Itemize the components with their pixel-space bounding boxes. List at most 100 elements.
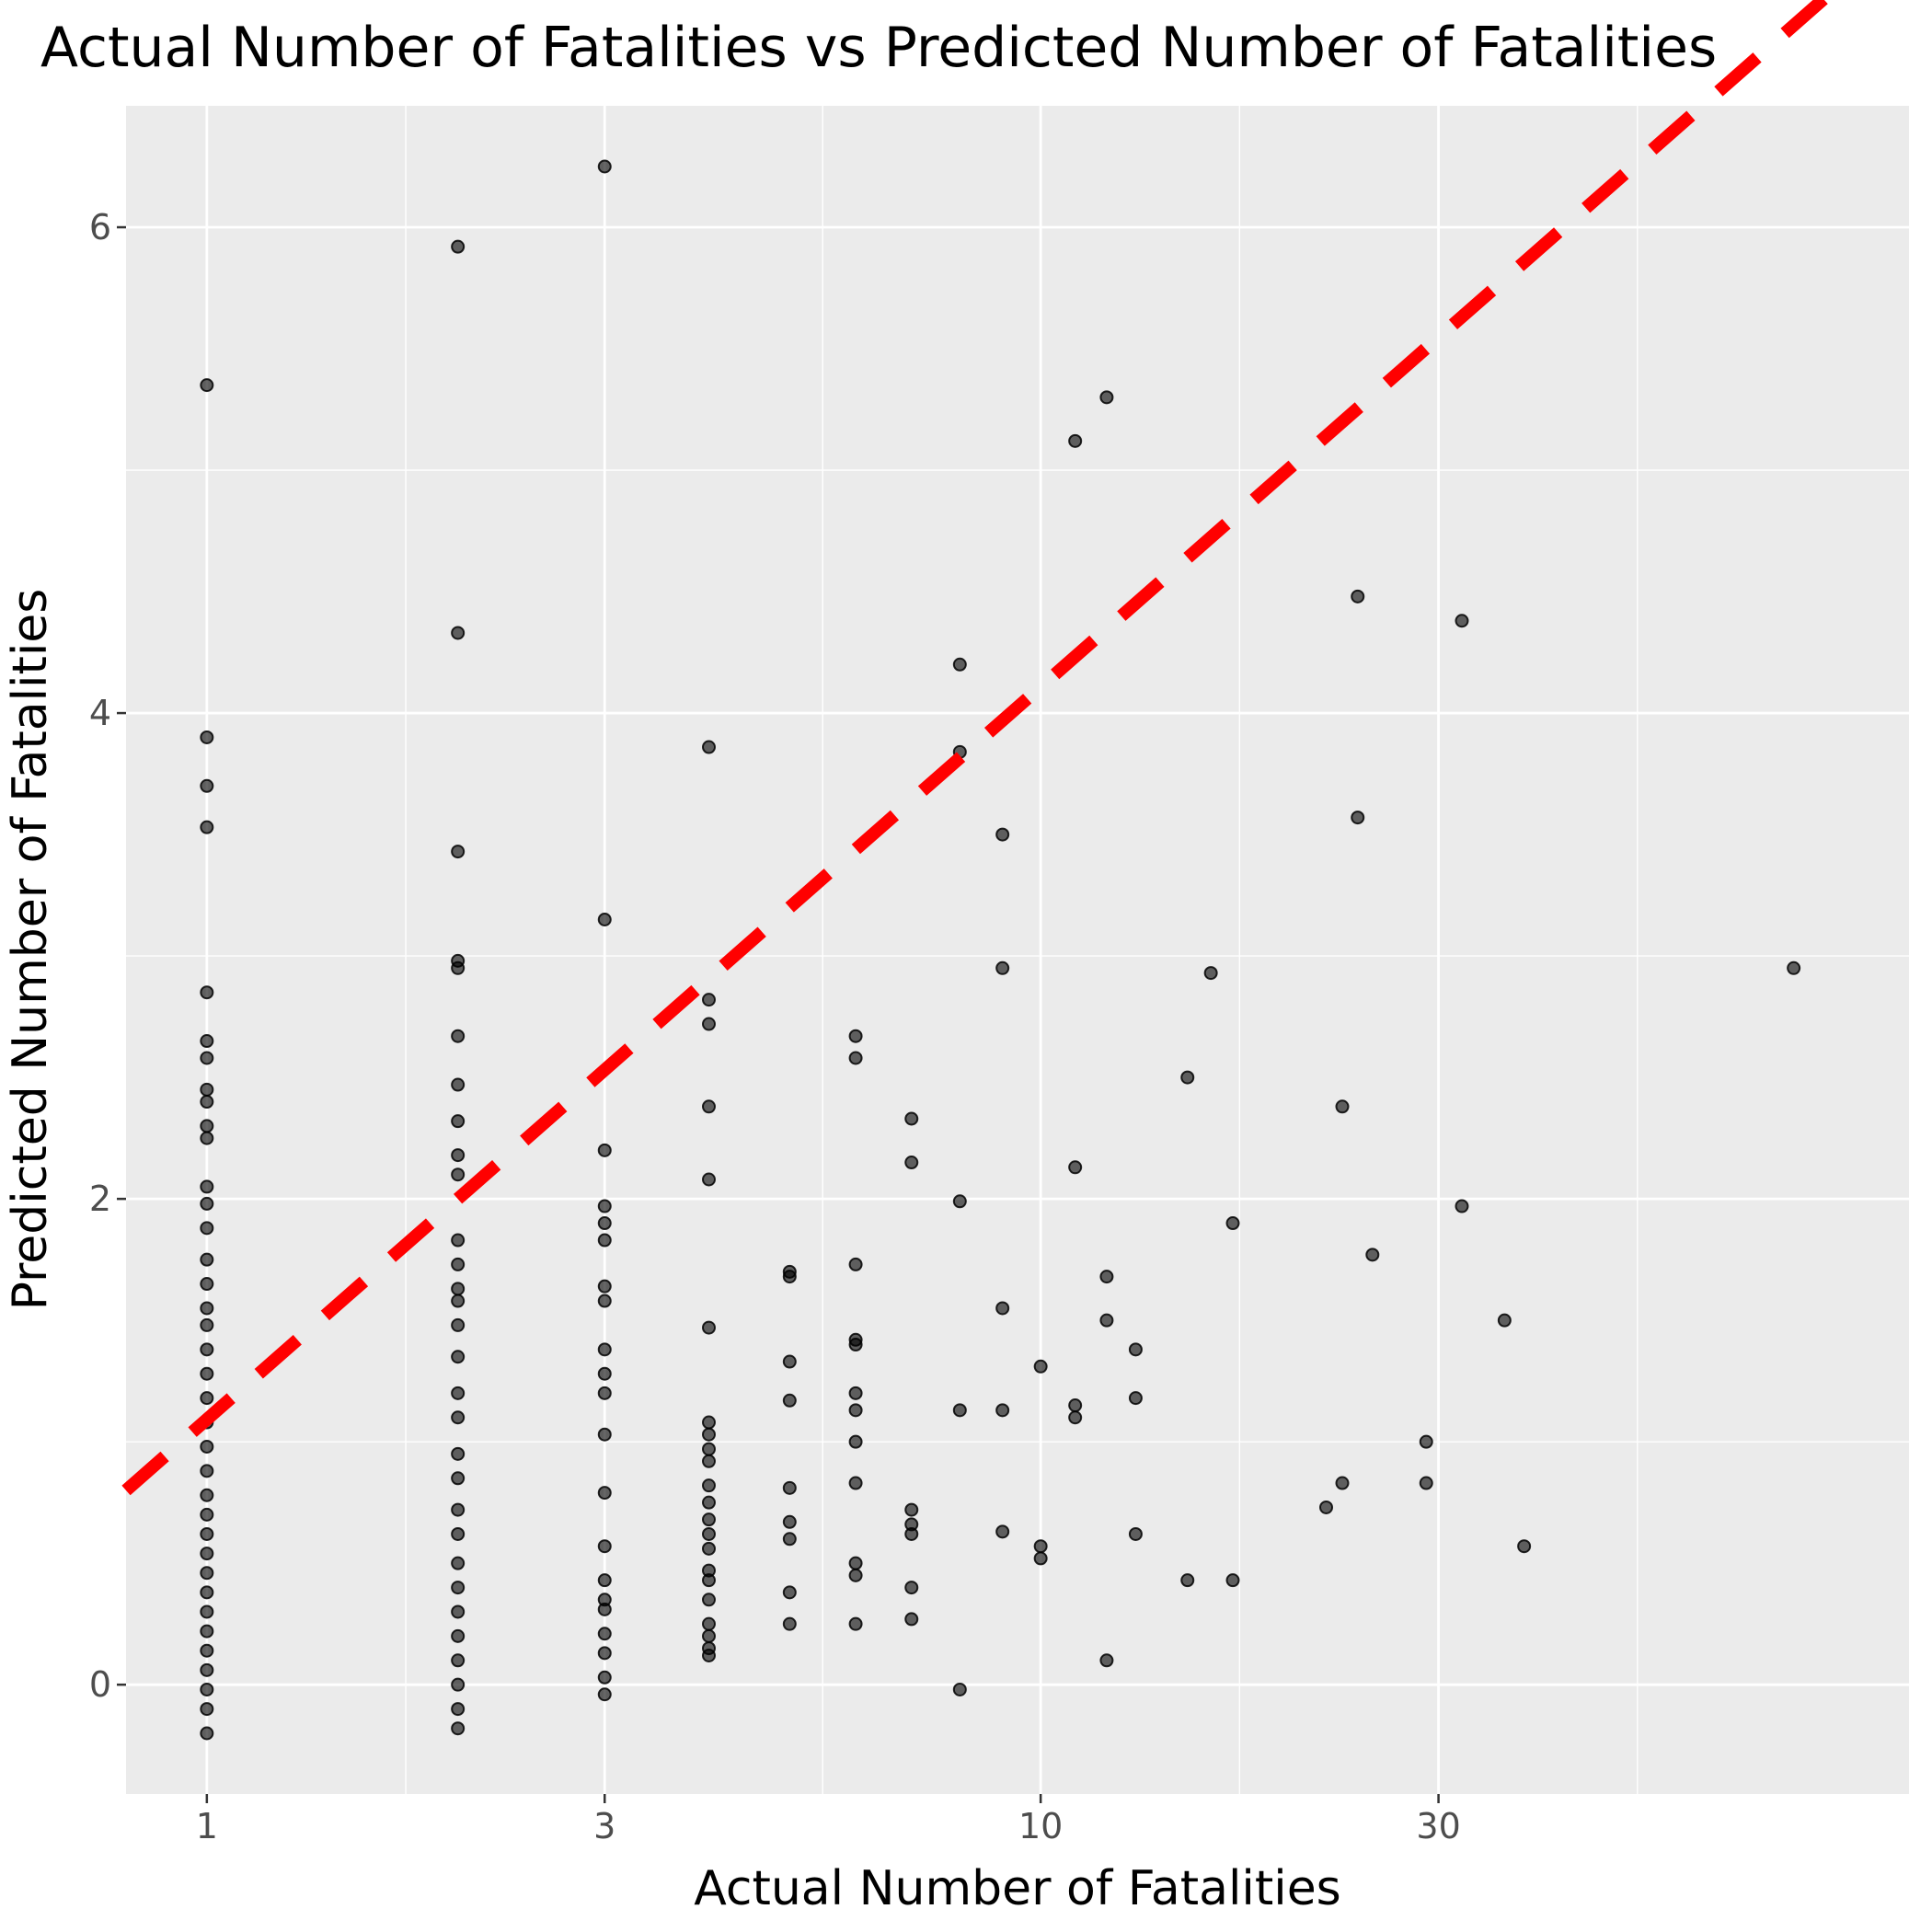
data-point bbox=[1365, 1248, 1380, 1262]
data-point bbox=[848, 1051, 863, 1065]
data-point bbox=[200, 1196, 214, 1211]
data-point bbox=[597, 1486, 612, 1501]
data-point bbox=[200, 1366, 214, 1381]
data-point bbox=[597, 1670, 612, 1685]
data-point bbox=[1128, 1526, 1143, 1541]
data-point bbox=[451, 1556, 466, 1570]
data-point bbox=[451, 1702, 466, 1717]
data-point bbox=[200, 1131, 214, 1145]
data-point bbox=[200, 1547, 214, 1561]
data-point bbox=[782, 1354, 797, 1369]
data-point bbox=[200, 1034, 214, 1049]
data-point bbox=[701, 1541, 716, 1556]
data-point bbox=[451, 1350, 466, 1364]
data-point bbox=[782, 1480, 797, 1495]
data-point bbox=[597, 1386, 612, 1400]
data-point bbox=[597, 1646, 612, 1661]
data-point bbox=[597, 1573, 612, 1588]
data-point bbox=[200, 778, 214, 793]
data-point bbox=[1419, 1476, 1433, 1490]
data-point bbox=[995, 1403, 1010, 1418]
data-point bbox=[451, 1502, 466, 1517]
data-point bbox=[451, 1471, 466, 1486]
data-point bbox=[701, 993, 716, 1007]
data-point bbox=[848, 1029, 863, 1043]
data-point bbox=[1455, 1199, 1469, 1213]
data-point bbox=[848, 1257, 863, 1271]
data-point bbox=[200, 1488, 214, 1502]
data-point bbox=[1180, 1573, 1195, 1588]
data-point bbox=[1099, 1313, 1114, 1328]
data-point bbox=[200, 1624, 214, 1639]
data-point bbox=[200, 1585, 214, 1600]
data-point bbox=[995, 827, 1010, 842]
data-point bbox=[1099, 1270, 1114, 1284]
data-point bbox=[451, 1114, 466, 1129]
data-point bbox=[200, 1179, 214, 1194]
data-point bbox=[848, 1434, 863, 1449]
x-axis-title: Actual Number of Fatalities bbox=[694, 1861, 1341, 1916]
data-point bbox=[782, 1532, 797, 1547]
data-point bbox=[451, 1317, 466, 1332]
data-point bbox=[701, 740, 716, 754]
data-point bbox=[782, 1514, 797, 1529]
data-point bbox=[451, 1604, 466, 1619]
data-point bbox=[904, 1581, 919, 1595]
data-point bbox=[597, 1687, 612, 1702]
y-tick-label: 2 bbox=[89, 1179, 111, 1219]
data-point bbox=[200, 1277, 214, 1292]
data-point bbox=[1128, 1391, 1143, 1406]
data-point bbox=[200, 1526, 214, 1541]
data-point bbox=[848, 1476, 863, 1490]
data-point bbox=[451, 845, 466, 859]
data-point bbox=[952, 657, 967, 672]
reference-line-layer bbox=[121, 0, 1833, 1496]
data-point bbox=[1128, 1342, 1143, 1357]
data-point bbox=[1351, 811, 1365, 825]
data-point bbox=[451, 1167, 466, 1182]
data-point bbox=[451, 1148, 466, 1163]
reference-line bbox=[121, 0, 1833, 1496]
data-point bbox=[200, 1391, 214, 1406]
data-point bbox=[848, 1338, 863, 1352]
data-point bbox=[597, 1627, 612, 1641]
x-tick-label: 10 bbox=[1018, 1806, 1063, 1846]
data-point bbox=[200, 1682, 214, 1696]
x-tick-label: 1 bbox=[196, 1806, 218, 1846]
data-point bbox=[1033, 1539, 1048, 1554]
data-point bbox=[597, 1143, 612, 1157]
data-point bbox=[451, 1077, 466, 1092]
data-point bbox=[1068, 1410, 1083, 1425]
data-point bbox=[597, 1199, 612, 1213]
data-point bbox=[701, 1616, 716, 1631]
data-point bbox=[200, 1604, 214, 1619]
data-point bbox=[200, 1119, 214, 1133]
data-point bbox=[701, 1593, 716, 1607]
data-point bbox=[597, 1294, 612, 1308]
data-point bbox=[701, 1573, 716, 1588]
data-point bbox=[1033, 1359, 1048, 1374]
data-point bbox=[1068, 1160, 1083, 1175]
data-point bbox=[782, 1585, 797, 1600]
data-point bbox=[597, 912, 612, 926]
data-point bbox=[200, 1507, 214, 1522]
data-point bbox=[597, 1342, 612, 1357]
data-point bbox=[1099, 1653, 1114, 1668]
data-point bbox=[1203, 966, 1218, 981]
data-point bbox=[1068, 1398, 1083, 1413]
data-point bbox=[701, 1172, 716, 1187]
data-point bbox=[451, 1294, 466, 1308]
data-point bbox=[451, 1526, 466, 1541]
data-point bbox=[1068, 433, 1083, 448]
plot-panel bbox=[126, 106, 1909, 1794]
data-point bbox=[904, 1111, 919, 1126]
data-point bbox=[701, 1442, 716, 1456]
data-point bbox=[1497, 1313, 1512, 1328]
data-point bbox=[200, 1566, 214, 1581]
data-point bbox=[1099, 390, 1114, 405]
data-point bbox=[451, 626, 466, 640]
data-point bbox=[451, 1581, 466, 1595]
data-point bbox=[451, 239, 466, 254]
data-point bbox=[952, 1403, 967, 1418]
data-point bbox=[782, 1270, 797, 1284]
